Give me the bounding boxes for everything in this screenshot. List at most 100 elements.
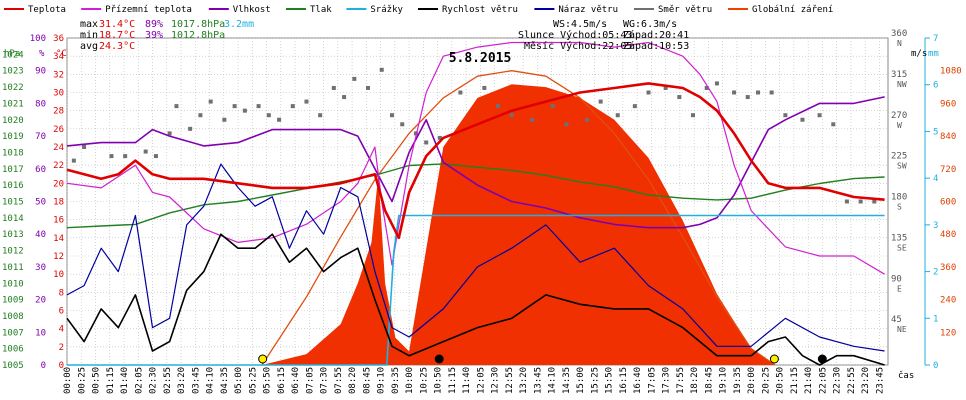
x-tick-label: 08:20	[348, 367, 358, 394]
legend-label: Tlak	[310, 5, 332, 15]
dir-tick-label: NE	[897, 325, 907, 334]
series-wind-gust	[66, 163, 885, 352]
series-precipitation	[67, 214, 885, 366]
mm-tick-label: 4	[933, 174, 938, 184]
axes-layer: 00:00 00:25 00:50 01:15 01:40 02:05 02:30 02:55…	[2, 29, 962, 394]
stats-block: max 31.4°C 89% 1017.8hPa 3.2mm min 18.7°…	[80, 19, 254, 52]
axis-unit-labels: hPa % °C m/s mm čas	[4, 49, 939, 381]
hpa-tick-label: 1006	[2, 345, 24, 355]
x-tick-label: 17:30	[662, 367, 672, 394]
series-temperature	[66, 82, 885, 240]
hpa-tick-label: 1018	[2, 148, 24, 158]
wind-dir-point	[256, 104, 261, 109]
x-tick-label: 22:05	[818, 367, 828, 394]
pct-tick-label: 70	[35, 132, 46, 142]
series-wind-speed	[66, 233, 885, 366]
temp-tick-label: 16	[53, 216, 64, 226]
wind-dir-point	[366, 85, 371, 90]
x-tick-label: 02:05	[134, 367, 144, 394]
temp-tick-label: 28	[53, 107, 64, 117]
x-tick-label: 07:05	[305, 367, 315, 394]
wind-dir-point	[769, 90, 774, 95]
temp-tick-label: 22	[53, 161, 64, 171]
wind-dir-point	[800, 117, 805, 122]
x-tick-label: 21:40	[804, 367, 814, 394]
x-tick-label: 12:05	[476, 367, 486, 394]
hpa-tick-label: 1005	[2, 361, 24, 371]
marker-moonrise	[817, 354, 827, 364]
rad-tick-label: 840	[940, 132, 956, 142]
x-tick-label: 06:15	[277, 367, 287, 394]
hpa-tick-label: 1016	[2, 181, 24, 191]
x-tick-label: 22:30	[833, 367, 843, 394]
dir-tick-label: 360	[891, 29, 907, 39]
x-tick-label: 20:00	[747, 367, 757, 394]
series-layer	[66, 41, 885, 366]
marker-sunset	[769, 354, 779, 364]
x-tick-label: 21:15	[790, 367, 800, 394]
hpa-tick-label: 1009	[2, 296, 24, 306]
rad-tick-label: 1080	[940, 67, 962, 77]
dir-tick-label: 180	[891, 193, 907, 203]
x-tick-label: 09:10	[377, 367, 387, 394]
mm-tick-label: 2	[933, 268, 938, 278]
rad-tick-label: 720	[940, 165, 956, 175]
dir-tick-label: S	[897, 203, 902, 212]
x-tick-label: 08:45	[362, 367, 372, 394]
wind-dir-point	[704, 85, 709, 90]
dir-tick-label: W	[897, 121, 902, 130]
hpa-tick-label: 1012	[2, 247, 24, 257]
temp-tick-label: 4	[59, 325, 64, 335]
dir-tick-label: 90	[891, 274, 902, 284]
pct-tick-label: 10	[35, 328, 46, 338]
wind-dir-point	[872, 199, 877, 204]
mm-tick-label: 0	[933, 361, 938, 371]
wind-dir-point	[82, 145, 87, 149]
x-tick-label: 11:40	[462, 367, 472, 394]
rad-tick-label: 240	[940, 296, 956, 306]
x-tick-label: 18:45	[704, 367, 714, 394]
legend-label: Náraz větru	[558, 5, 618, 15]
hpa-tick-label: 1023	[2, 67, 24, 77]
wind-dir-point	[564, 122, 569, 127]
legend-label: Přízemní teplota	[105, 5, 192, 15]
mm-axis-label: mm	[928, 49, 939, 59]
wind-dir-point	[290, 104, 295, 109]
x-axis-label: čas	[898, 370, 914, 381]
stats-max-hum: 89%	[145, 19, 163, 30]
legend: Teplota Přízemní teplota Vlhkost Tlak Srážky…	[4, 5, 833, 15]
x-tick-label: 00:50	[92, 367, 102, 394]
x-tick-label: 16:15	[619, 367, 629, 394]
x-tick-label: 05:25	[248, 367, 258, 394]
wind-dir-point	[123, 154, 128, 159]
mm-tick-label: 3	[933, 221, 938, 231]
x-tick-label: 14:10	[548, 367, 558, 394]
wind-dir-point	[222, 117, 227, 122]
temp-tick-label: 36	[53, 34, 64, 44]
pct-tick-label: 100	[30, 34, 46, 44]
mm-tick-label: 1	[933, 314, 938, 324]
wind-dir-point	[389, 113, 394, 118]
x-tick-label: 12:30	[491, 367, 501, 394]
dir-tick-label: E	[897, 284, 902, 293]
x-tick-label: 01:40	[120, 367, 130, 394]
mm-tick-label: 6	[933, 81, 938, 91]
chart-title: 5.8.2015	[449, 51, 512, 66]
wind-dir-point	[424, 140, 429, 145]
hpa-tick-label: 1013	[2, 230, 24, 240]
x-tick-label: 13:20	[519, 367, 529, 394]
wind-dir-point	[550, 104, 555, 109]
info-wg: WG:6.3m/s	[623, 19, 677, 30]
legend-label: Srážky	[370, 5, 403, 15]
dir-tick-label: 315	[891, 70, 907, 80]
x-tick-label: 10:50	[434, 367, 444, 394]
x-tick-label: 17:05	[647, 367, 657, 394]
stats-max-rain: 3.2mm	[224, 19, 254, 30]
series-global-radiation	[67, 84, 885, 366]
wind-dir-point	[198, 113, 203, 118]
wind-dir-point	[663, 85, 668, 90]
x-tick-label: 15:00	[576, 367, 586, 394]
marker-moonset	[434, 354, 444, 364]
legend-label: Směr větru	[658, 5, 712, 15]
info-block: WS:4.5m/s WG:6.3m/s Slunce Východ:05:43 …	[518, 19, 689, 52]
